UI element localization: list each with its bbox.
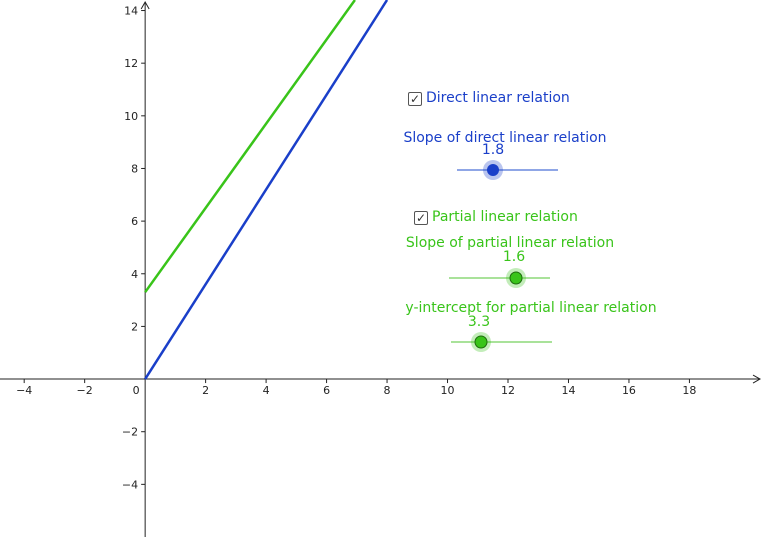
partial-intercept-value: 3.3	[467, 314, 491, 330]
y-tick-label: 10	[124, 110, 138, 123]
partial-relation-checkbox[interactable]: ✓	[414, 211, 428, 225]
partial-slope-slider-handle[interactable]	[509, 271, 523, 285]
y-tick-label: 14	[124, 5, 138, 18]
y-tick-label: 4	[131, 268, 138, 281]
partial-intercept-slider-track[interactable]	[451, 341, 552, 343]
line-partial[interactable]	[144, 0, 356, 293]
direct-slope-value: 1.8	[481, 142, 505, 158]
x-axis-arrow	[752, 374, 762, 384]
x-tick-label: 18	[682, 384, 696, 397]
x-tick-label: −2	[77, 384, 93, 397]
x-tick-label: 4	[263, 384, 270, 397]
x-tick-label: 2	[202, 384, 209, 397]
x-tick-label: 14	[561, 384, 575, 397]
x-tick-label: 16	[622, 384, 636, 397]
x-tick-label: 8	[384, 384, 391, 397]
graph-lines	[144, 0, 389, 380]
partial-intercept-slider-handle[interactable]	[474, 335, 488, 349]
direct-relation-checkbox[interactable]: ✓	[408, 92, 422, 106]
line-direct[interactable]	[144, 0, 389, 380]
direct-slope-slider-track[interactable]	[457, 169, 558, 171]
y-tick-label: −2	[122, 426, 138, 439]
x-tick-label: 12	[501, 384, 515, 397]
partial-relation-label: Partial linear relation	[432, 209, 578, 225]
y-tick-label: 6	[131, 215, 138, 228]
tick-labels: −4 −2 0 2 4 6 8 10 12 14 16 18 −4 −2 2 4 6 8 10 12 14	[16, 5, 696, 492]
partial-slope-value: 1.6	[502, 249, 526, 265]
x-tick-label: −4	[16, 384, 32, 397]
y-tick-label: 2	[131, 320, 138, 333]
direct-relation-label: Direct linear relation	[426, 90, 570, 106]
y-tick-label: 12	[124, 57, 138, 70]
x-tick-label: 0	[133, 384, 140, 397]
x-tick-label: 6	[323, 384, 330, 397]
y-axis-arrow	[140, 0, 150, 10]
direct-slope-slider-handle[interactable]	[487, 164, 500, 176]
x-tick-label: 10	[441, 384, 455, 397]
partial-slope-label: Slope of partial linear relation	[405, 235, 615, 251]
partial-intercept-label: y-intercept for partial linear relation	[405, 300, 657, 316]
y-tick-label: −4	[122, 478, 138, 491]
partial-slope-slider-track[interactable]	[449, 277, 550, 279]
y-tick-label: 8	[131, 162, 138, 175]
direct-slope-label: Slope of direct linear relation	[403, 130, 607, 146]
